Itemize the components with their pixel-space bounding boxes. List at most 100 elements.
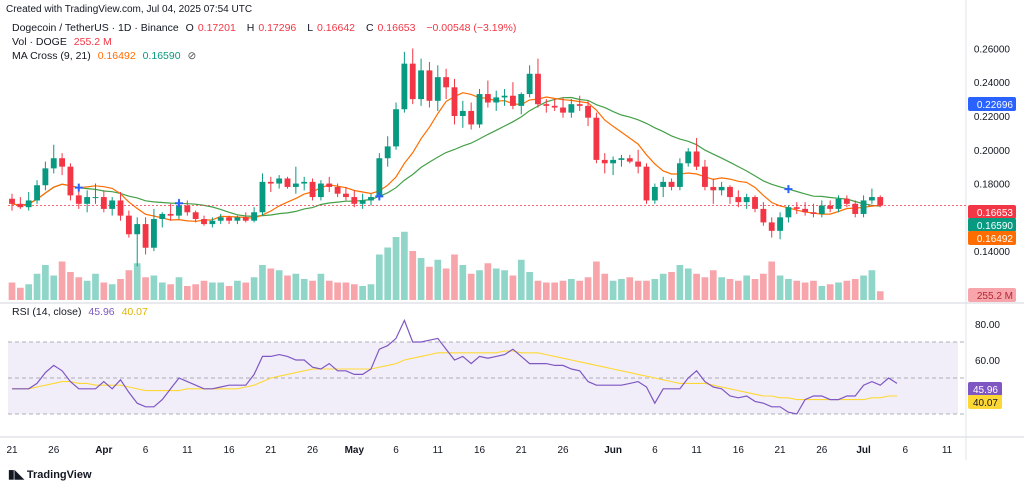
candle-body <box>376 158 383 198</box>
price-badge-label: 0.16590 <box>977 221 1014 232</box>
price-badge <box>968 205 1016 219</box>
price-badge <box>968 231 1016 245</box>
axes: 0.260000.240000.220000.200000.180000.160… <box>6 44 1016 456</box>
candle-body <box>610 159 617 164</box>
volume-bar <box>259 265 266 300</box>
candle-body <box>693 151 700 167</box>
ma-fast-line <box>11 92 881 222</box>
rsi-tick-label: 80.00 <box>975 320 1000 331</box>
volume-bar <box>133 263 141 300</box>
volume-bar <box>835 282 842 300</box>
volume-bar <box>492 268 500 300</box>
time-tick-label: May <box>345 445 365 456</box>
candle-body <box>718 186 725 191</box>
candle-body <box>317 183 324 198</box>
candle-body <box>526 73 533 95</box>
volume-bar <box>292 273 300 300</box>
ma-label[interactable]: MA Cross (9, 21) <box>12 50 91 62</box>
rsi-value: 45.96 <box>88 306 115 318</box>
candle-body <box>802 208 809 213</box>
volume-bar <box>192 284 200 300</box>
close-label: C <box>365 22 374 34</box>
volume-bar <box>42 265 49 300</box>
candle-body <box>777 217 783 231</box>
volume-bar <box>209 282 216 300</box>
candle-body <box>159 213 166 220</box>
candle-body <box>476 94 483 125</box>
candle-body <box>34 185 40 201</box>
candle-body <box>793 207 800 209</box>
legend-price: Dogecoin / TetherUS · 1D · Binance O 0.17… <box>12 22 520 34</box>
volume-bar <box>309 280 316 300</box>
candle-body <box>343 193 349 198</box>
volume-bar <box>434 259 442 300</box>
rsi-label[interactable]: RSI (14, close) <box>12 306 82 318</box>
volume-bar <box>33 273 41 300</box>
rsi-badge-label: 45.96 <box>973 385 998 396</box>
low-value: 0.16642 <box>317 22 356 34</box>
candle-body <box>142 224 149 248</box>
candle-body <box>242 217 249 221</box>
candle-body <box>184 205 191 213</box>
open-value: 0.17201 <box>197 22 236 34</box>
candle-body <box>768 222 775 231</box>
created-caption: Created with TradingView.com, Jul 04, 20… <box>6 4 253 15</box>
candle-body <box>301 181 308 184</box>
candle-body <box>75 195 82 204</box>
ma-cross-marker <box>174 199 183 208</box>
time-tick-label: 11 <box>433 445 444 456</box>
candle-body <box>226 217 232 221</box>
candle-body <box>484 94 491 103</box>
time-tick-label: 16 <box>474 445 486 456</box>
volume-bar <box>225 286 233 300</box>
volume-bar <box>476 270 483 300</box>
price-badge <box>968 288 1016 302</box>
eye-off-icon[interactable]: ⊘ <box>187 50 197 62</box>
candle-body <box>326 183 333 187</box>
candle-body <box>501 95 508 98</box>
candle-body <box>276 178 283 184</box>
volume-bar <box>876 291 884 300</box>
candle-body <box>92 197 99 199</box>
time-tick-label: 16 <box>224 445 236 456</box>
volume-bar <box>860 275 867 300</box>
legend-rsi: RSI (14, close) 45.96 40.07 <box>12 306 152 318</box>
candle-body <box>359 200 366 204</box>
time-tick-label: 11 <box>182 445 193 456</box>
tradingview-logo[interactable]: ▮◣ TradingView <box>8 467 92 481</box>
volume-bar <box>810 280 817 300</box>
candle-body <box>493 97 500 103</box>
volume-bar <box>442 268 450 300</box>
volume-bar <box>342 282 350 300</box>
candle-body <box>117 200 124 216</box>
volume-bar <box>217 282 225 300</box>
candle-body <box>635 161 642 167</box>
candle-body <box>267 181 274 184</box>
volume-bar <box>709 270 717 300</box>
candle-body <box>443 77 450 88</box>
volume-bar <box>693 273 700 300</box>
volume-bar <box>651 279 659 300</box>
volume-bar <box>551 282 558 300</box>
volume-bar <box>467 273 475 300</box>
volume-bar <box>593 261 600 300</box>
volume-bar <box>300 279 308 300</box>
volume-label[interactable]: Vol · DOGE <box>12 36 67 48</box>
candle-body <box>593 117 600 160</box>
legend-volume: Vol · DOGE 255.2 M <box>12 36 116 48</box>
candle-body <box>451 87 458 116</box>
volume-bar <box>417 258 425 300</box>
candle-body <box>176 205 182 216</box>
volume-bar <box>726 279 734 300</box>
volume-bar <box>851 279 859 300</box>
rsi-badge-label: 40.07 <box>973 398 998 409</box>
candle-body <box>42 168 49 186</box>
candle-body <box>192 212 199 220</box>
candle-body <box>17 203 24 208</box>
symbol-title[interactable]: Dogecoin / TetherUS · 1D · Binance <box>12 22 179 34</box>
time-tick-label: Jul <box>856 445 871 456</box>
volume-bar <box>868 270 876 300</box>
time-tick-label: 6 <box>393 445 399 456</box>
